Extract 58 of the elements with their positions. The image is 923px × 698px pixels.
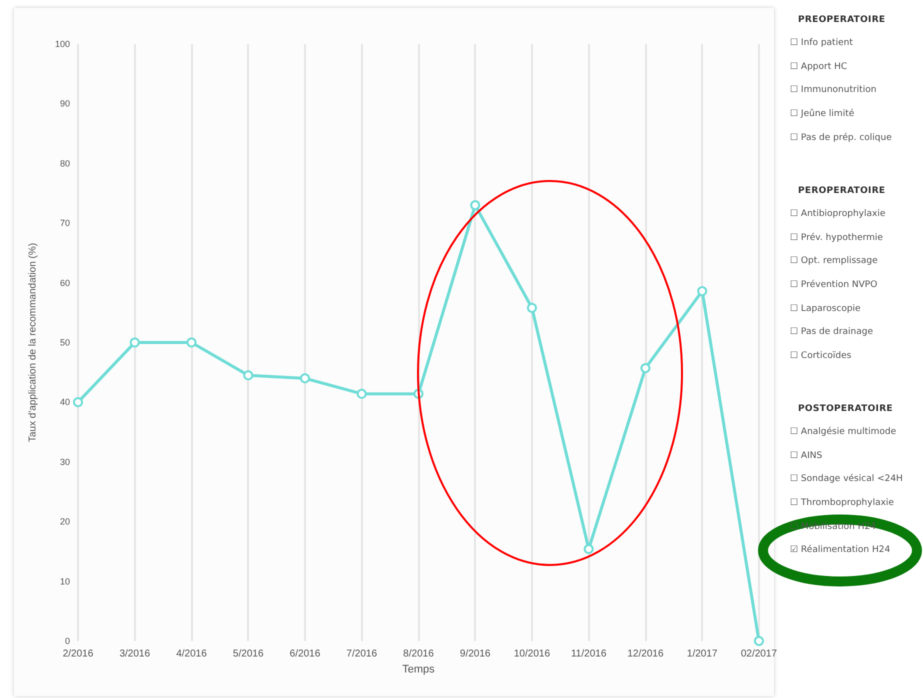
- text: ☐ Pas de drainage: [790, 326, 874, 340]
- x-tick-label: 12/2016: [627, 648, 664, 660]
- text: ☐ Info patient: [790, 37, 854, 50]
- y-tick-label: 20: [60, 516, 70, 527]
- text: ☐ Apport HC: [790, 60, 848, 74]
- point: [470, 200, 480, 210]
- y-axis-title: Taux d'application de la recommandation (%): [28, 242, 38, 442]
- point: [754, 636, 764, 646]
- y-tick-label: 60: [60, 278, 70, 288]
- text: ☐ Sondage vésical <24H: [790, 472, 904, 486]
- text: ☐ Laparoscopie: [790, 302, 862, 316]
- text: ☐ Immunonutrition: [790, 84, 878, 98]
- point: [526, 302, 537, 313]
- point: [356, 388, 367, 399]
- x-tick-label: 4/2016: [176, 648, 208, 660]
- point: [640, 363, 650, 374]
- text: ☐ Analgésie multimode: [790, 426, 898, 439]
- x-tick-label: 3/2016: [119, 648, 150, 660]
- point: [697, 286, 708, 296]
- x-tick-label: 1/2017: [686, 648, 718, 660]
- x-tick-label: 9/2016: [460, 648, 491, 660]
- text: PREOPERATOIRE: [798, 15, 886, 25]
- text: ☐ Jeûne limité: [790, 108, 856, 122]
- text: ☐ Antibioprophylaxie: [790, 208, 886, 221]
- y-tick-label: 0: [64, 636, 70, 646]
- text: ☐ Pas de prép. colique: [790, 132, 893, 145]
- y-tick-label: 30: [60, 456, 70, 467]
- point: [243, 370, 254, 380]
- text: POSTOPERATOIRE: [798, 404, 894, 414]
- x-axis-title: Temps: [402, 663, 436, 676]
- point: [130, 338, 140, 348]
- point: [584, 544, 594, 554]
- x-tick-label: 11/2016: [570, 648, 607, 660]
- text: ☑ Réalimentation H24: [790, 544, 892, 558]
- x-tick-label: 5/2016: [232, 648, 264, 660]
- point: [73, 397, 83, 408]
- text: ☐ Prév. hypothermie: [790, 232, 884, 245]
- text: ☐ Prévention NVPO: [790, 278, 878, 292]
- text: ☐ AINS: [790, 450, 824, 463]
- text: ☐ Opt. remplissage: [790, 255, 879, 268]
- y-tick-label: 90: [60, 98, 70, 109]
- x-tick-label: 02/2017: [740, 648, 778, 660]
- x-tick-label: 2/2016: [62, 648, 94, 660]
- text: ☐ Corticoïdes: [790, 350, 852, 364]
- text: PEROPERATOIRE: [798, 186, 886, 196]
- y-tick-label: 70: [60, 218, 70, 228]
- x-tick-label: 7/2016: [346, 648, 378, 660]
- x-tick-label: 8/2016: [403, 648, 434, 660]
- x-tick-label: 6/2016: [290, 648, 321, 660]
- y-tick-label: 80: [60, 158, 70, 168]
- y-tick-label: 10: [60, 576, 70, 586]
- point: [300, 373, 310, 384]
- point: [186, 338, 196, 348]
- y-tick-label: 50: [60, 338, 70, 348]
- x-tick-label: 10/2016: [514, 648, 550, 660]
- y-tick-label: 100: [54, 39, 70, 49]
- y-tick-label: 40: [60, 397, 70, 408]
- text: ☐ Thromboprophylaxie: [790, 497, 895, 510]
